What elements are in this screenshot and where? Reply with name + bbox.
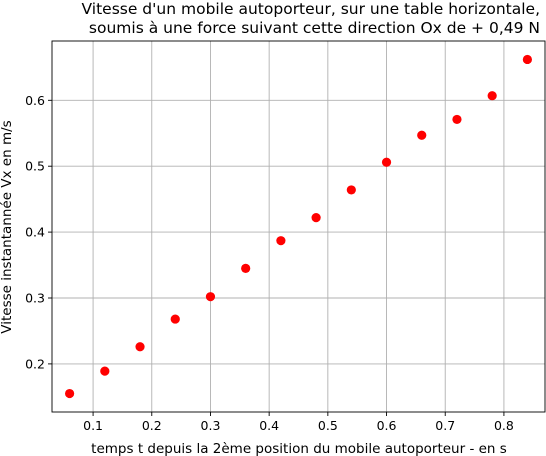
data-point: [487, 91, 497, 101]
data-point: [452, 114, 462, 125]
x-axis-label: temps t depuis la 2ème position du mobil…: [91, 441, 507, 456]
y-tick-label: 0.3: [25, 290, 45, 305]
data-point: [276, 236, 286, 246]
chart-title-line-1: Vitesse d'un mobile autoporteur, sur une…: [81, 0, 540, 18]
data-point: [241, 263, 251, 273]
data-point: [65, 388, 75, 399]
y-tick-label: 0.5: [25, 159, 45, 174]
data-point: [346, 185, 356, 195]
data-point: [311, 213, 321, 223]
grid: [52, 41, 545, 412]
data-point: [100, 366, 110, 376]
x-tick-label: 0.7: [435, 418, 455, 433]
x-tick-label: 0.8: [494, 418, 514, 433]
data-points: [65, 54, 532, 399]
data-point: [170, 314, 180, 324]
y-tick-label: 0.4: [25, 225, 45, 240]
data-point: [381, 157, 392, 167]
data-point: [417, 130, 427, 140]
x-tick-label: 0.3: [201, 418, 221, 433]
data-point: [522, 54, 532, 65]
y-tick-label: 0.2: [25, 356, 45, 371]
data-point: [205, 292, 216, 302]
x-tick-label: 0.1: [83, 418, 103, 433]
axes: 0.1 0.2 0.3 0.4 0.5 0.6 0.7 0.8 0.2 0.3 0.4 0.5 0.6: [25, 40, 546, 433]
x-tick-label: 0.6: [377, 418, 397, 433]
chart-title-line-2: soumis à une force suivant cette directi…: [88, 19, 540, 37]
data-point: [135, 342, 145, 352]
x-tick-label: 0.5: [318, 418, 338, 433]
plot-frame: [51, 40, 546, 413]
y-axis-label: Vitesse instantannée Vx en m/s: [0, 120, 15, 333]
x-tick-label: 0.4: [259, 418, 279, 433]
x-tick-label: 0.2: [142, 418, 162, 433]
y-tick-label: 0.6: [25, 93, 45, 108]
